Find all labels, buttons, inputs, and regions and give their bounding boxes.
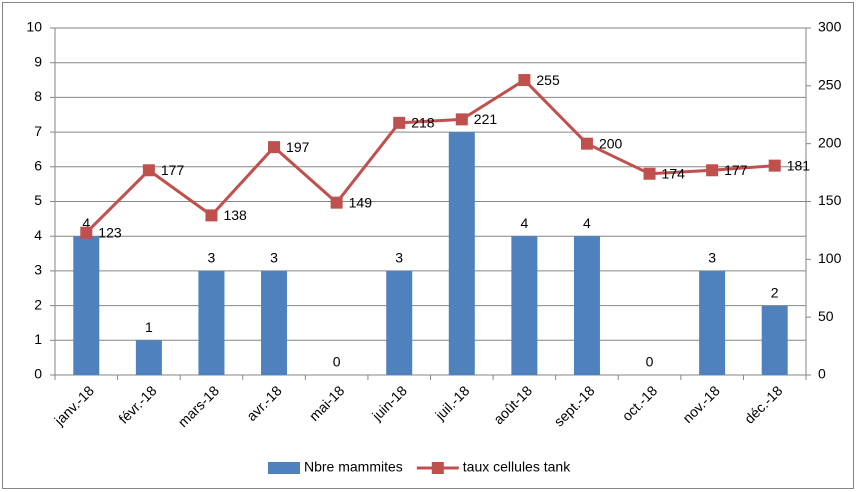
y-tick-label: 9 — [34, 53, 42, 69]
bar-label: 4 — [82, 215, 90, 231]
line-label: 200 — [599, 135, 623, 151]
line-label: 174 — [662, 165, 686, 181]
line-label: 255 — [536, 72, 560, 88]
line-label: 138 — [223, 207, 247, 223]
bar-label: 3 — [270, 250, 278, 266]
y-tick-label: 7 — [34, 123, 42, 139]
line-label: 177 — [161, 162, 185, 178]
y-tick-label: 10 — [26, 19, 42, 35]
legend-swatch — [268, 462, 300, 474]
bar — [198, 270, 225, 375]
bar — [511, 236, 538, 375]
bar-label: 3 — [208, 250, 216, 266]
line-marker — [768, 159, 781, 172]
line-marker — [393, 116, 406, 129]
y-tick-label: 5 — [34, 192, 42, 208]
line-label: 221 — [474, 111, 498, 127]
y2-tick-label: 200 — [818, 134, 842, 150]
y-tick-label: 2 — [34, 296, 42, 312]
y-tick-label: 0 — [34, 366, 42, 382]
y2-tick-label: 250 — [818, 77, 842, 93]
bar-label: 2 — [771, 284, 779, 300]
legend-label: taux cellules tank — [463, 459, 571, 475]
line-marker — [80, 226, 93, 239]
line-marker — [643, 167, 656, 180]
line — [85, 78, 775, 234]
line-marker — [205, 209, 218, 222]
line-label: 177 — [724, 162, 748, 178]
line-marker — [455, 113, 468, 126]
legend-marker — [431, 462, 444, 474]
line-label: 123 — [98, 224, 122, 240]
bar — [261, 270, 288, 375]
bar-label: 3 — [395, 250, 403, 266]
bar-label: 0 — [333, 354, 341, 370]
y-tick-label: 8 — [34, 88, 42, 104]
bar — [135, 340, 162, 375]
y-tick-label: 6 — [34, 158, 42, 174]
line-marker — [518, 74, 531, 87]
bar — [73, 236, 100, 375]
bar-label: 0 — [646, 354, 654, 370]
bar-label: 4 — [520, 215, 528, 231]
line-label: 197 — [286, 139, 310, 155]
line-label: 149 — [349, 194, 373, 210]
bar — [448, 132, 475, 375]
bar-label: 3 — [708, 250, 716, 266]
y-tick-label: 3 — [34, 262, 42, 278]
line-marker — [268, 141, 281, 154]
line-label: 218 — [411, 115, 435, 131]
legend-label: Nbre mammites — [304, 459, 403, 475]
line-marker — [330, 196, 343, 209]
line-marker — [706, 164, 719, 177]
y2-tick-label: 0 — [818, 366, 826, 382]
y-tick-label: 4 — [34, 227, 42, 243]
bar-label: 1 — [145, 319, 153, 335]
line-marker — [580, 137, 593, 150]
y-tick-label: 1 — [34, 331, 42, 347]
line-label: 181 — [787, 157, 811, 173]
line-marker — [142, 164, 155, 177]
y2-tick-label: 100 — [818, 250, 842, 266]
bar — [386, 270, 413, 375]
y2-tick-label: 300 — [818, 19, 842, 35]
bar — [573, 236, 600, 375]
bar-label: 4 — [583, 215, 591, 231]
bar — [761, 305, 788, 375]
y2-tick-label: 50 — [818, 308, 834, 324]
bar — [699, 270, 726, 375]
y2-tick-label: 150 — [818, 192, 842, 208]
